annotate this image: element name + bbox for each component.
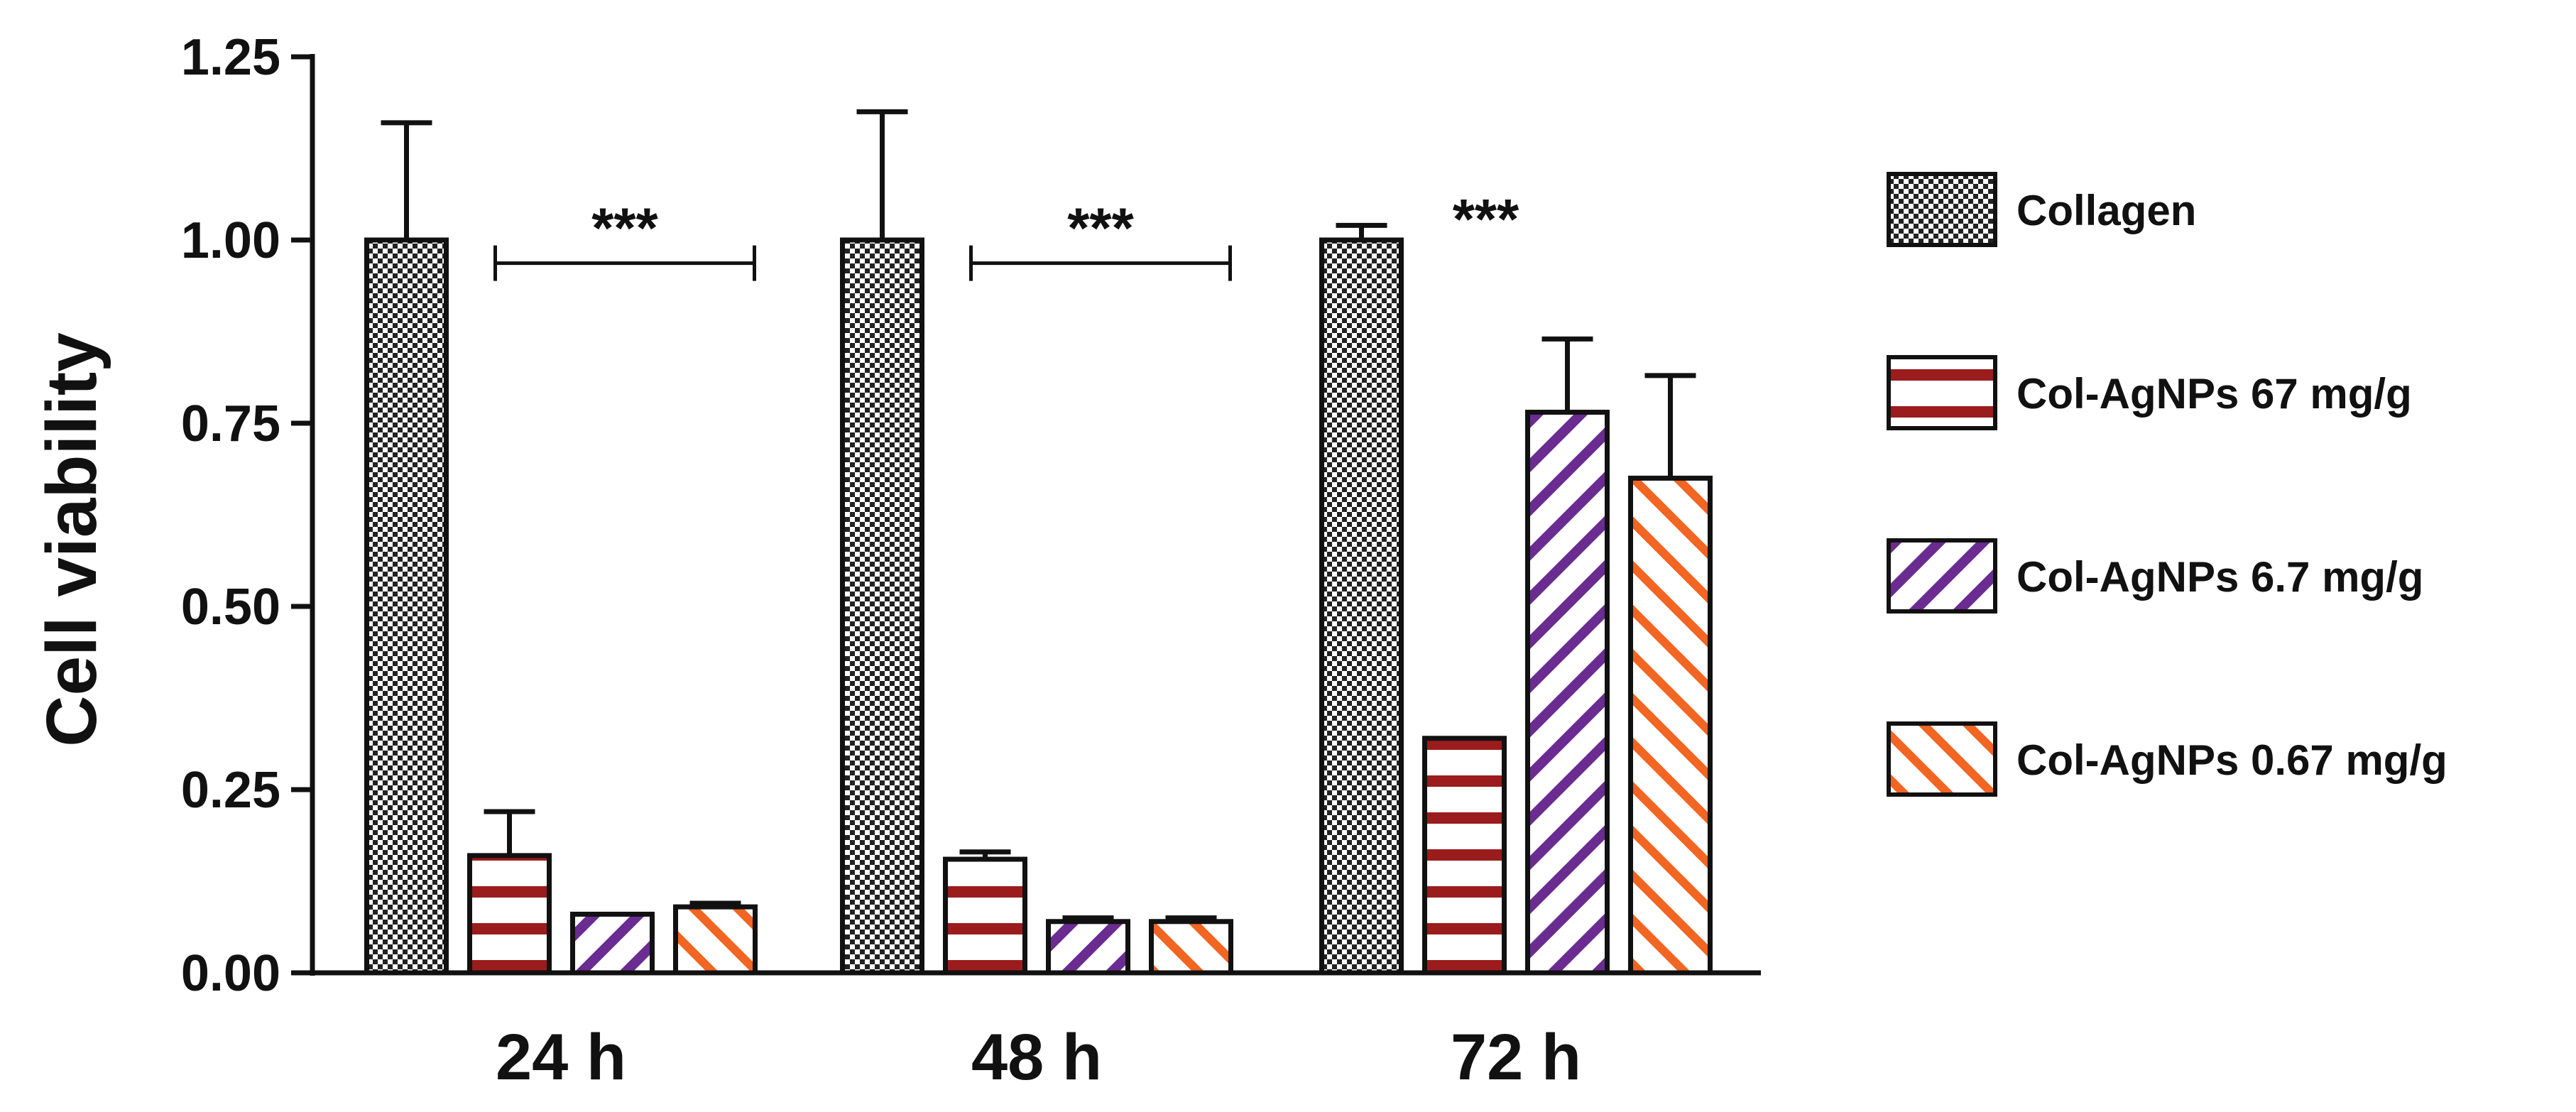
y-axis: 0.00 0.25 0.50 0.75 1.00 1.25 — [181, 29, 315, 1002]
legend-swatch-1 — [1887, 355, 1997, 430]
legend-label: Collagen — [2016, 187, 2196, 234]
bar-24h-series-1 — [467, 853, 552, 976]
bar-24h-series-3 — [673, 904, 758, 976]
legend-label: Col-AgNPs 67 mg/g — [2016, 370, 2412, 418]
bar-48h-series-0 — [840, 237, 924, 976]
bar-24h-series-2 — [570, 911, 655, 976]
y-tick-label: 0.00 — [181, 945, 280, 1002]
y-axis-label: Cell viability — [32, 332, 111, 747]
bar-72h-series-0 — [1319, 237, 1404, 976]
legend-label: Col-AgNPs 6.7 mg/g — [2016, 553, 2423, 601]
legend-swatch-3 — [1887, 721, 1997, 797]
bar-48h-series-3 — [1149, 919, 1233, 976]
y-tick-label: 0.25 — [181, 762, 280, 819]
y-tick-label: 1.00 — [181, 212, 280, 269]
significance-marker: *** — [591, 197, 658, 260]
bar-72h-series-3 — [1628, 475, 1713, 976]
significance-annotations: *** *** *** — [493, 187, 1519, 281]
legend-label: Col-AgNPs 0.67 mg/g — [2016, 736, 2447, 784]
bar-24h-series-0 — [364, 237, 449, 976]
bar-48h-series-1 — [943, 856, 1027, 976]
legend-swatch-2 — [1887, 538, 1997, 614]
x-category-label: 24 h — [496, 1021, 626, 1094]
x-axis: 24 h 48 h 72 h — [310, 970, 1761, 1094]
legend: Collagen Col-AgNPs 67 mg/g Col-AgNPs 6.7 m… — [1887, 172, 2447, 797]
significance-marker: *** — [1067, 197, 1134, 260]
significance-marker: *** — [1453, 187, 1519, 251]
y-tick-label: 0.75 — [181, 396, 280, 452]
x-category-label: 48 h — [971, 1021, 1102, 1094]
bar-72h-series-2 — [1525, 410, 1610, 976]
bar-72h-series-1 — [1422, 736, 1507, 976]
y-tick-label: 0.50 — [181, 579, 280, 636]
y-tick-label: 1.25 — [181, 29, 280, 86]
legend-swatch-0 — [1887, 172, 1997, 247]
bar-48h-series-2 — [1046, 919, 1130, 976]
x-category-label: 72 h — [1451, 1021, 1581, 1094]
bars — [364, 109, 1713, 976]
